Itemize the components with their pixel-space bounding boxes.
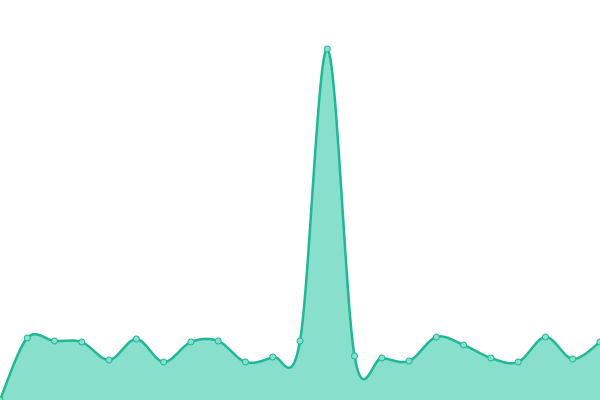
data-point: [132, 335, 140, 343]
area-line: [0, 47, 600, 400]
data-point: [0, 396, 4, 400]
data-point: [596, 338, 600, 346]
data-point: [160, 358, 168, 366]
data-point: [514, 358, 522, 366]
data-point: [269, 353, 277, 361]
data-point: [241, 358, 249, 366]
data-point: [105, 356, 113, 364]
data-point: [187, 338, 195, 346]
data-point: [432, 333, 440, 341]
data-point: [296, 337, 304, 345]
data-point: [460, 341, 468, 349]
data-point: [214, 337, 222, 345]
data-point: [23, 334, 31, 342]
data-point: [405, 357, 413, 365]
data-point: [378, 354, 386, 362]
data-point: [487, 354, 495, 362]
data-point: [351, 352, 359, 360]
data-point: [541, 333, 549, 341]
data-point: [323, 45, 331, 53]
area-fill: [0, 48, 600, 400]
data-point: [569, 355, 577, 363]
data-point: [51, 337, 59, 345]
data-point: [78, 338, 86, 346]
